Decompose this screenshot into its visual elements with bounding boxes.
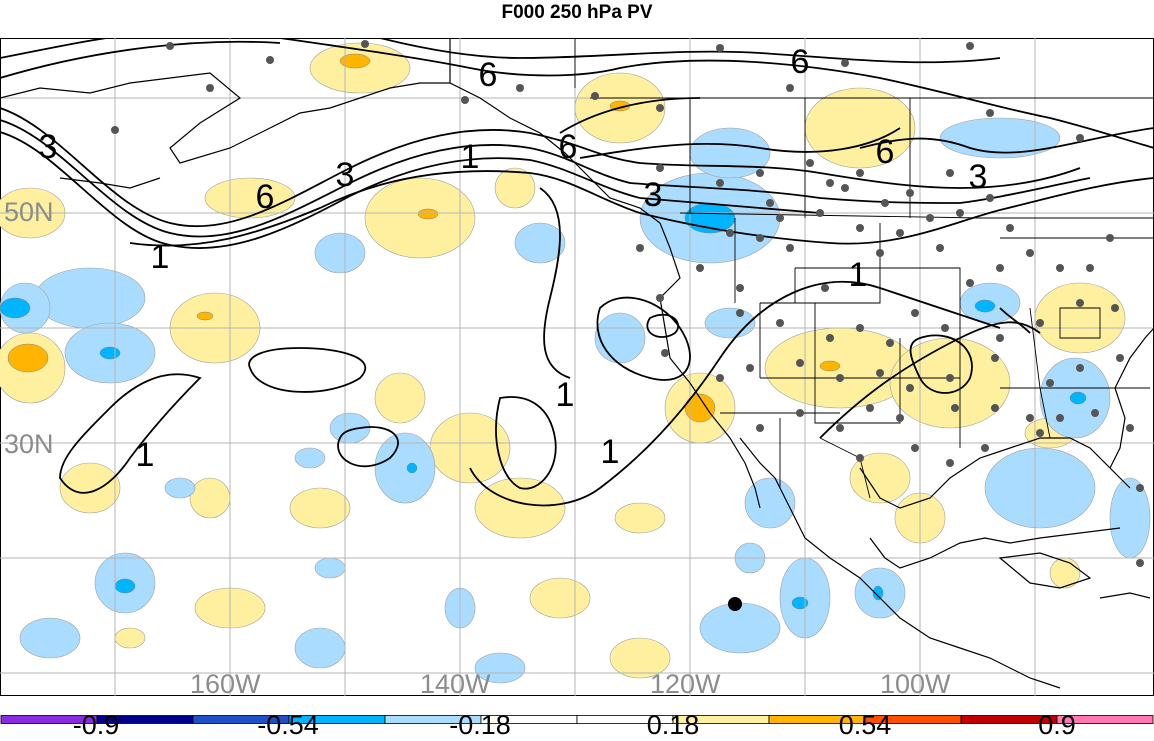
colorbar-tick-label: 0.9 [1038, 710, 1076, 740]
pv-shading-positive [0, 42, 1126, 679]
lon-label-100w: 100W [880, 669, 951, 698]
colorbar-tick-label: -0.9 [72, 710, 120, 740]
contour-label: 3 [969, 158, 988, 196]
colorbar-swatch [1056, 715, 1154, 724]
lat-label-50n: 50N [4, 197, 54, 227]
contour-label: 3 [644, 176, 663, 214]
contour-label: 6 [791, 43, 810, 81]
contour-label: 6 [479, 56, 498, 94]
station-markers [111, 40, 1144, 567]
contour-label: 1 [461, 138, 480, 176]
contour-label: 1 [151, 238, 170, 276]
pv-contours [0, 38, 1154, 507]
contour-label: 6 [559, 128, 578, 166]
contour-label: 1 [556, 376, 575, 414]
contour-label: 6 [256, 178, 275, 216]
colorbar-tick-label: 0.54 [838, 710, 892, 740]
colorbar-tick-label: -0.18 [449, 710, 511, 740]
colorbar-tick-label: -0.54 [257, 710, 319, 740]
pv-shading-strong [0, 53, 1087, 610]
colorbar-tick-label: 0.18 [646, 710, 700, 740]
map-panel: 6 6 6 3 3 3 3 1 1 1 1 1 1 6 6 50N 30N 16… [0, 38, 1154, 698]
lat-label-30n: 30N [4, 429, 54, 459]
contour-label: 1 [849, 256, 868, 294]
contour-label: 6 [876, 133, 895, 171]
contour-label: 1 [136, 436, 155, 474]
lon-label-160w: 160W [190, 669, 261, 698]
coastlines [0, 38, 1154, 689]
graticule-labels: 50N 30N 160W 140W 120W 100W [4, 197, 951, 698]
lon-label-120w: 120W [650, 669, 721, 698]
contour-label: 3 [39, 128, 58, 166]
lon-label-140w: 140W [420, 669, 491, 698]
contour-labels: 6 6 6 3 3 3 3 1 1 1 1 1 1 6 6 [39, 43, 988, 474]
chart-title: F000 250 hPa PV [501, 2, 653, 23]
contour-label: 3 [336, 156, 355, 194]
contour-label: 1 [601, 433, 620, 471]
highlighted-station-marker [728, 597, 742, 611]
colorbar [0, 715, 1154, 724]
